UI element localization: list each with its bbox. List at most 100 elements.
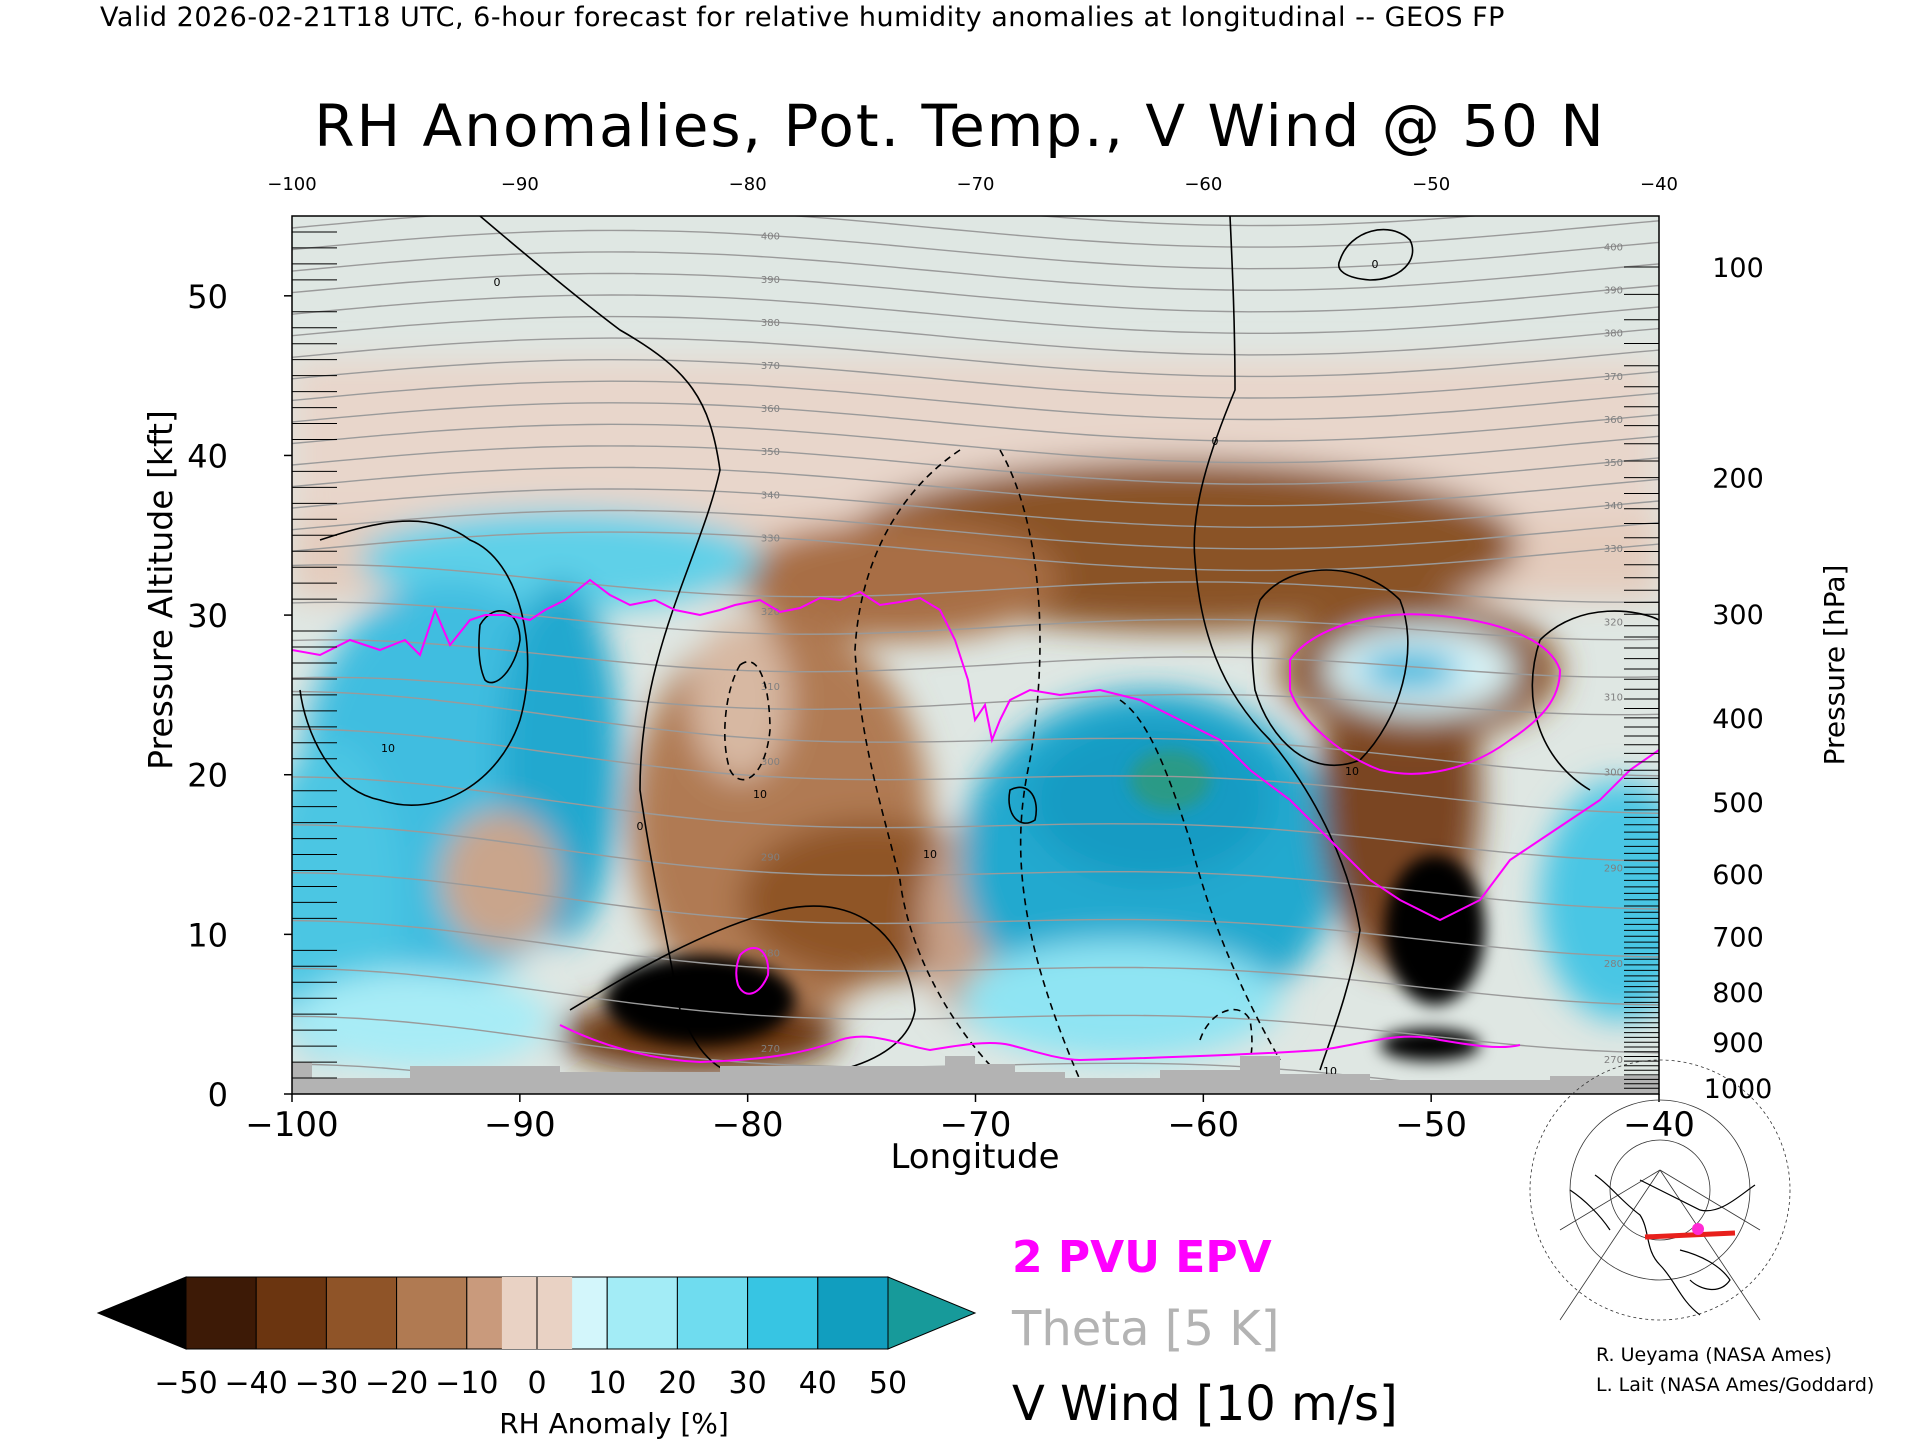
theta-label: 360 (1604, 415, 1623, 426)
theta-contour-365 (292, 380, 1659, 421)
colorbar-tick-label: −40 (225, 1366, 288, 1401)
colorbar-segment (747, 1276, 819, 1350)
colorbar-tick-label: 0 (527, 1366, 546, 1401)
x-axis-label: Longitude (890, 1137, 1059, 1177)
rh-moist-low-central (960, 940, 1280, 1060)
theta-contour-410 (1035, 216, 1482, 227)
pressure-tick-label: 500 (1712, 788, 1764, 819)
theta-contour-290 (292, 824, 1659, 910)
theta-label: 390 (761, 275, 780, 286)
theta-contour-295 (292, 776, 1659, 862)
theta-label: 390 (1604, 286, 1623, 297)
theta-label: 290 (1604, 863, 1623, 874)
rh-dry-pocket-west (440, 810, 560, 950)
theta-contour-310 (292, 676, 1659, 716)
top-tick-label: −100 (267, 174, 316, 195)
theta-contour-320 (292, 601, 1659, 641)
legend-pvu: 2 PVU EPV (1012, 1232, 1272, 1283)
pressure-tick-label: 400 (1712, 704, 1764, 735)
rh-moist-low-west (292, 970, 550, 1070)
x-tick-label: −50 (1395, 1105, 1467, 1145)
theta-contour-455 (292, 0, 1659, 32)
theta-label: 310 (1604, 693, 1623, 704)
pressure-tick-label: 1000 (1704, 1074, 1773, 1105)
colorbar-segment (185, 1276, 257, 1350)
locator-map-section-line (1644, 1230, 1736, 1240)
locator-map-background (1560, 1165, 1758, 1317)
colorbar-over-triangle (887, 1276, 977, 1350)
rh-anomaly-field (292, 216, 1659, 1094)
vwind-label: 0 (494, 276, 501, 289)
theta-contour-395 (292, 251, 1659, 291)
pvu-tropopause-contour (292, 578, 1659, 922)
theta-label: 420 (761, 145, 780, 156)
top-tick-label: −80 (729, 174, 767, 195)
pvu-small-contour-low (735, 946, 770, 995)
theta-contour-275 (292, 967, 1659, 1054)
theta-contour-345 (292, 466, 1659, 507)
legend-vwind: V Wind [10 m/s] (1012, 1376, 1398, 1432)
pressure-tick-label: 800 (1712, 978, 1764, 1009)
vwind-positive-contour-eastring (1251, 569, 1409, 766)
vwind-negative-contour-central (1119, 699, 1281, 1061)
y-tick-label: 30 (187, 597, 228, 635)
theta-contour-340 (292, 488, 1659, 529)
colorbar-segment (325, 1276, 398, 1350)
theta-contour-375 (292, 337, 1659, 378)
vwind-zero-contour-central (1193, 216, 1361, 1071)
right-axis: 100 200 300 400 500 600 700 800 900 1000 (1624, 253, 1772, 1105)
vwind-label: 0 (1212, 435, 1219, 448)
rh-moist-far-east (1540, 780, 1659, 1020)
locator-map (1529, 1059, 1791, 1321)
vwind-negative-contour-pocket (724, 661, 771, 781)
pressure-tick-label: 300 (1712, 600, 1764, 631)
theta-label: 290 (761, 853, 780, 864)
colorbar-under-triangle (96, 1276, 187, 1350)
pvu-ring-contour (1289, 613, 1562, 775)
vwind-label: 10 (753, 788, 767, 801)
vwind-positive-contour-west (299, 520, 529, 806)
forecast-header: Valid 2026-02-21T18 UTC, 6-hour forecast… (100, 2, 1505, 33)
theta-label: 350 (1604, 458, 1623, 469)
theta-label: 370 (1604, 372, 1623, 383)
theta-contour-460 (292, 0, 1659, 10)
theta-label: 380 (1604, 329, 1623, 340)
rh-moist-east-core (1360, 650, 1460, 690)
colorbar-segment (817, 1276, 889, 1350)
theta-label: 300 (761, 757, 780, 768)
colorbar-tick-label: 10 (588, 1366, 626, 1401)
vwind-negative-contour-jet (854, 449, 1011, 1086)
vwind-label: 10 (1345, 765, 1359, 778)
x-tick-label: −60 (1167, 1105, 1239, 1145)
colorbar-tick-label: −10 (435, 1366, 498, 1401)
vwind-label: 10 (923, 848, 937, 861)
y-axis-label-left: Pressure Altitude [kft] (141, 410, 180, 770)
pressure-tick-label: 100 (1712, 253, 1764, 284)
colorbar-segment (606, 1276, 678, 1350)
vwind-positive-contour-top (1338, 228, 1414, 281)
theta-label: 410 (1604, 199, 1623, 210)
vwind-label: 0 (637, 820, 644, 833)
x-tick-label: −70 (940, 1105, 1012, 1145)
rh-very-dry-east (1385, 855, 1485, 1005)
colorbar-tick-label: −20 (365, 1366, 428, 1401)
y-tick-label: 20 (187, 757, 228, 795)
pressure-tick-label: 200 (1712, 464, 1764, 495)
chart-title: RH Anomalies, Pot. Temp., V Wind @ 50 N (314, 92, 1606, 160)
theta-label: 380 (761, 318, 780, 329)
theta-contour-425 (292, 123, 1659, 161)
theta-label: 270 (1604, 1055, 1623, 1066)
theta-contour-405 (292, 216, 1659, 248)
theta-label: 350 (761, 447, 780, 458)
theta-contour-440 (292, 58, 1659, 96)
theta-contour-360 (292, 402, 1659, 442)
theta-label: 340 (1604, 501, 1623, 512)
locator-map-coastlines (1569, 1174, 1756, 1316)
top-tick-label: −40 (1640, 174, 1678, 195)
locator-map-marker (1692, 1223, 1704, 1235)
vwind-negative-contour-east (999, 449, 1081, 1081)
vwind-positive-contour-small (478, 610, 521, 684)
top-tick-label: −60 (1184, 174, 1222, 195)
theta-label: 420 (1604, 156, 1623, 167)
theta-contour-355 (292, 423, 1659, 464)
